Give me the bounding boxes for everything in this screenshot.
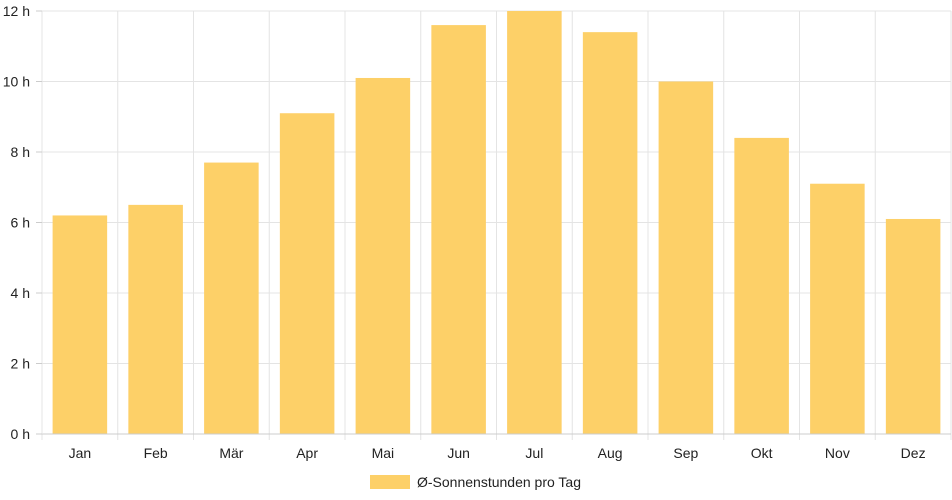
legend[interactable]: Ø-Sonnenstunden pro Tag [370, 474, 581, 490]
x-tick-label: Jul [525, 445, 543, 461]
legend-swatch[interactable] [370, 475, 410, 489]
y-tick-label: 0 h [11, 426, 30, 442]
bars [52, 11, 941, 435]
x-axis-ticks: Jan Feb Mär Apr Mai Jun Jul Aug Sep Okt Nov Dez [69, 445, 926, 461]
bar-apr[interactable] [279, 113, 335, 434]
bar-okt[interactable] [734, 137, 789, 434]
y-tick-label: 2 h [11, 356, 30, 372]
x-tick-label: Mär [219, 445, 243, 461]
x-tick-label: Mai [372, 445, 395, 461]
bar-nov[interactable] [810, 183, 865, 434]
y-tick-label: 6 h [11, 215, 30, 231]
bar-feb[interactable] [128, 204, 183, 434]
legend-label[interactable]: Ø-Sonnenstunden pro Tag [417, 474, 581, 490]
bar-mär[interactable] [204, 162, 259, 434]
x-tick-label: Dez [901, 445, 926, 461]
x-tick-label: Jun [447, 445, 470, 461]
y-tick-label: 10 h [3, 74, 30, 90]
bar-mai[interactable] [355, 77, 411, 434]
x-tick-label: Sep [673, 445, 698, 461]
bar-dez[interactable] [885, 218, 941, 434]
x-tick-label: Okt [751, 445, 773, 461]
bar-jun[interactable] [431, 25, 486, 434]
x-tick-label: Feb [144, 445, 168, 461]
bar-sep[interactable] [658, 81, 714, 435]
y-tick-label: 12 h [3, 3, 30, 19]
x-tick-label: Apr [296, 445, 318, 461]
x-tick-label: Jan [69, 445, 92, 461]
bar-aug[interactable] [582, 32, 638, 435]
bar-jul[interactable] [507, 11, 562, 434]
bar-jan[interactable] [52, 215, 108, 434]
y-tick-label: 8 h [11, 144, 30, 160]
y-tick-label: 4 h [11, 285, 30, 301]
grid [41, 10, 952, 440]
x-tick-label: Aug [598, 445, 623, 461]
x-tick-label: Nov [825, 445, 850, 461]
y-axis-ticks: 0 h 2 h 4 h 6 h 8 h 10 h 12 h [3, 3, 42, 442]
